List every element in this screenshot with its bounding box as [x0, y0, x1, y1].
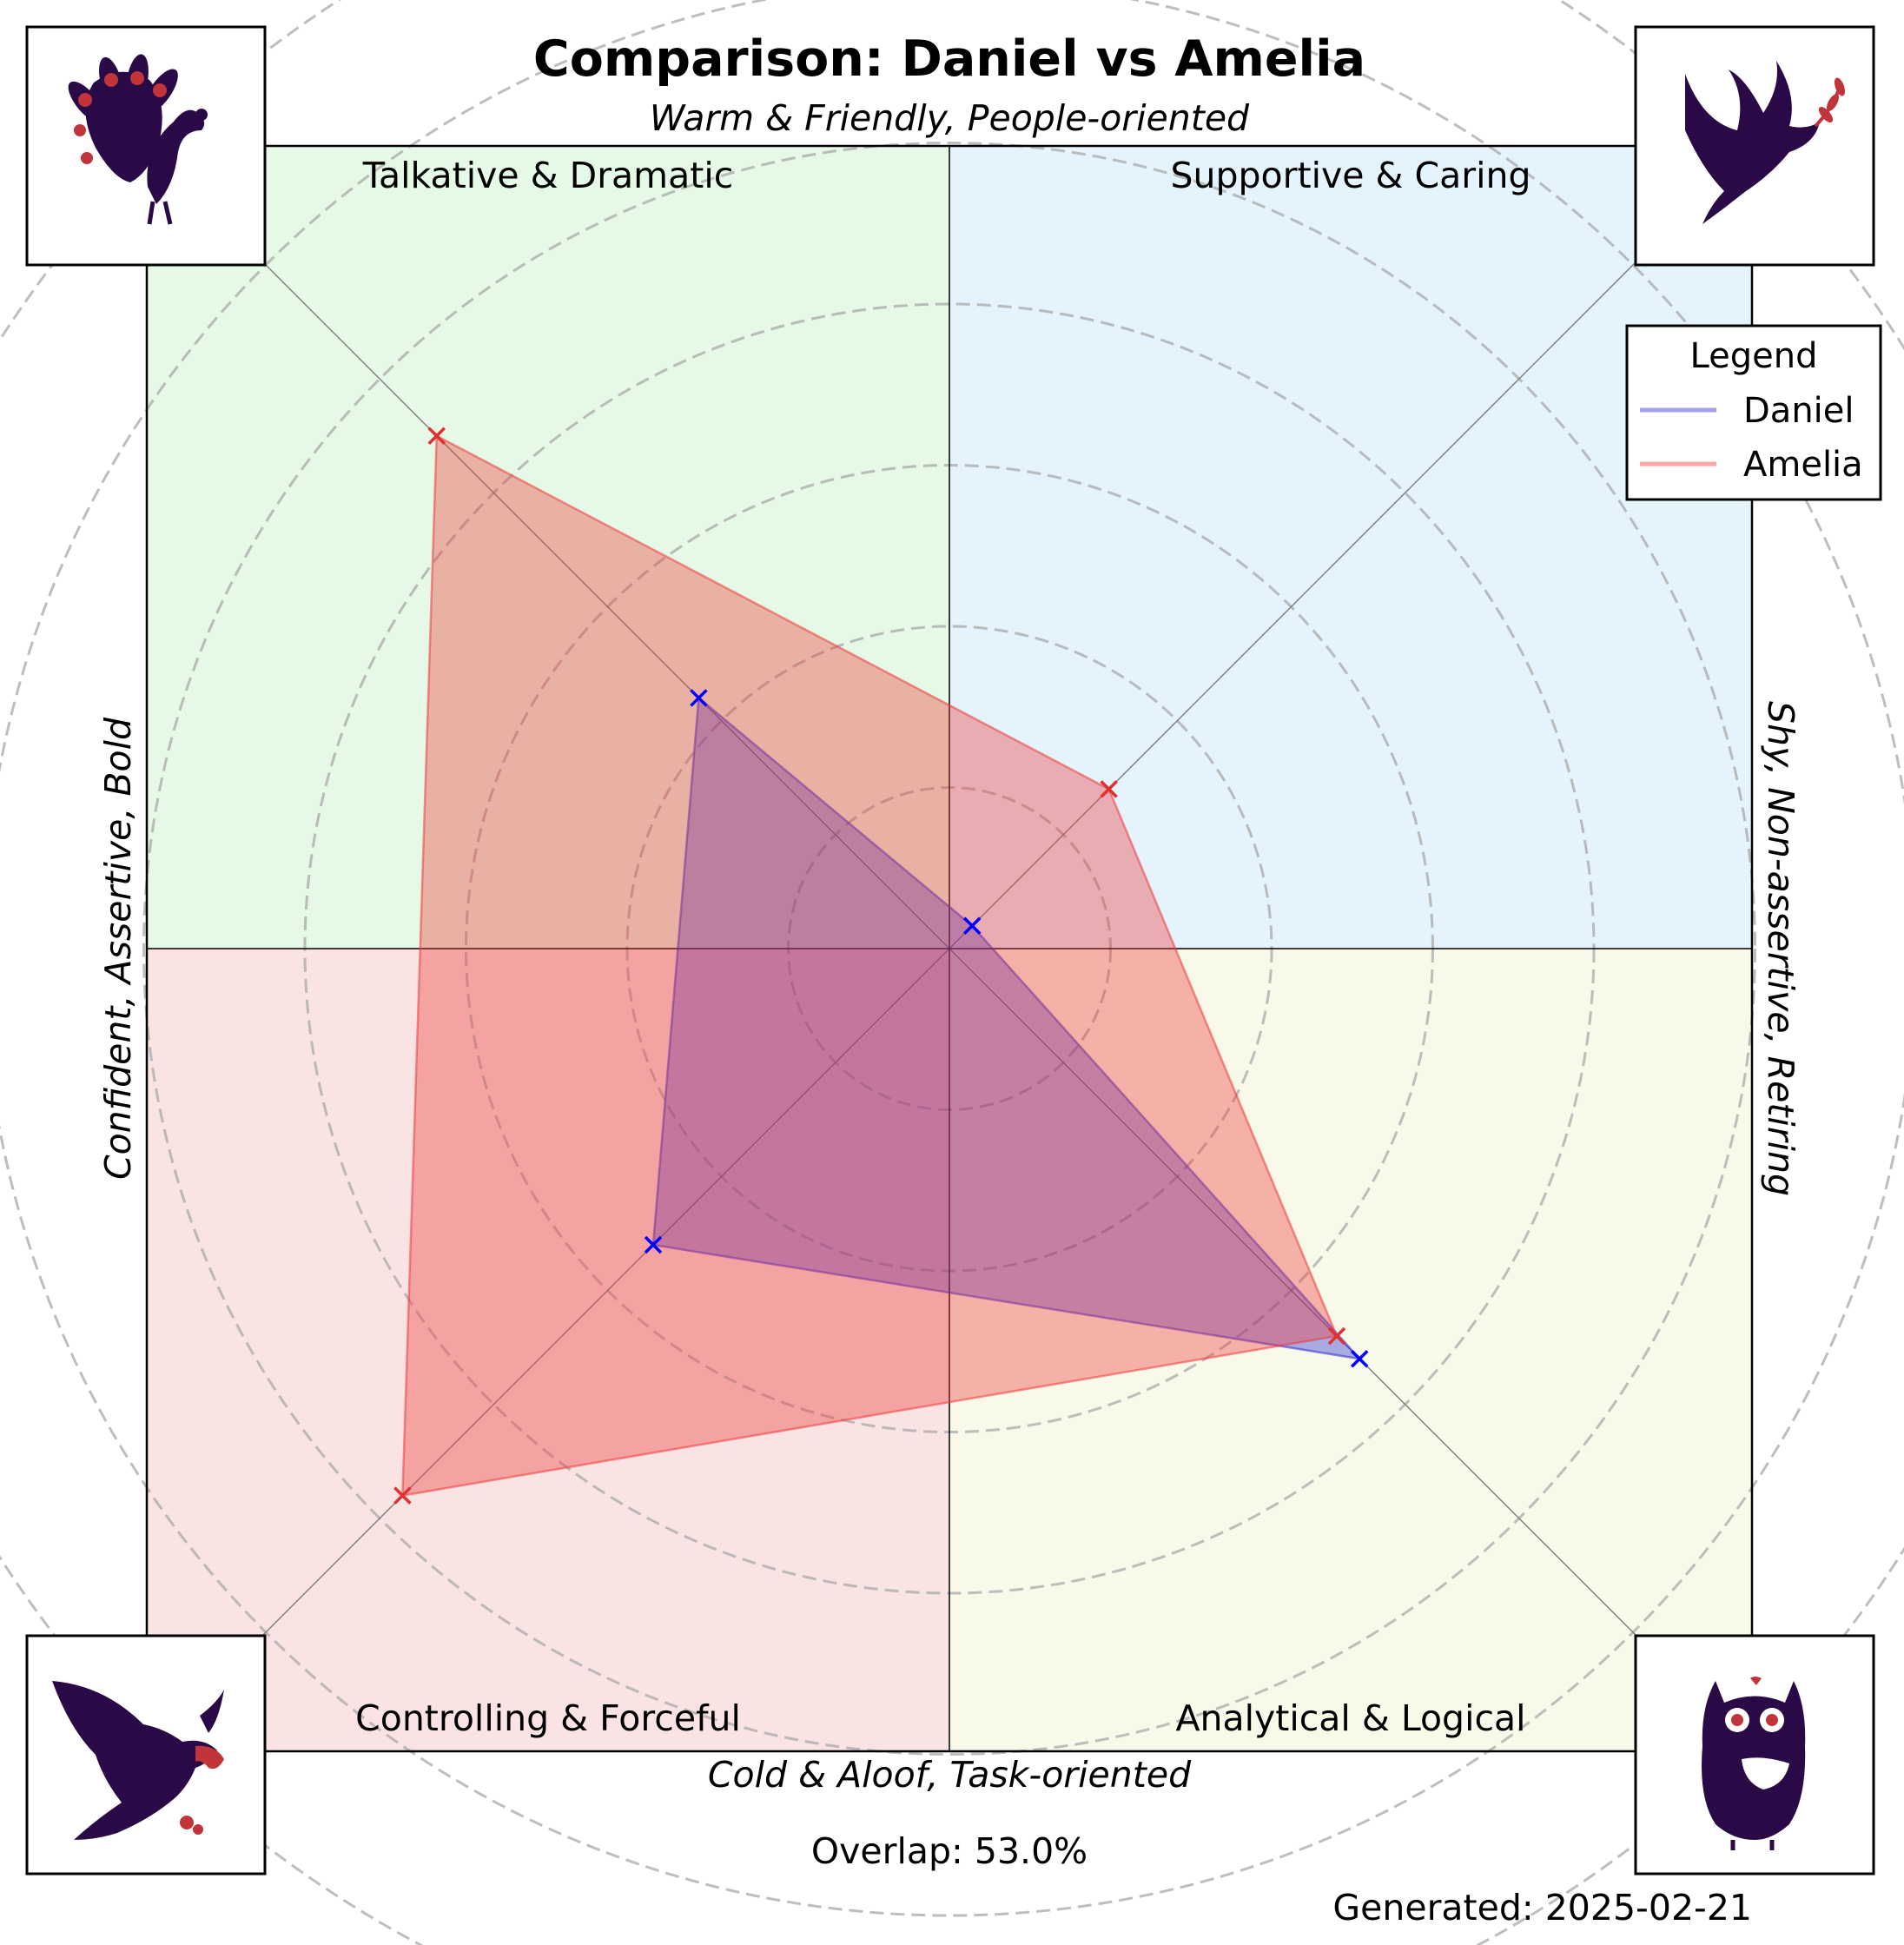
marker-amelia-1: [427, 427, 446, 445]
chart-title: Comparison: Daniel vs Amelia: [533, 30, 1365, 88]
axis-label-bottom: Cold & Aloof, Task-oriented: [708, 1754, 1192, 1796]
quadrant-label-tr: Supportive & Caring: [1170, 155, 1530, 196]
owl-icon: [1634, 1634, 1875, 1876]
quadrant-label-br: Analytical & Logical: [1175, 1697, 1525, 1739]
marker-daniel-0: [962, 916, 982, 936]
series-layer: [393, 427, 1369, 1505]
marker-daniel-3: [1350, 1349, 1369, 1368]
dove-icon: [1634, 25, 1875, 267]
axis-label-top: Warm & Friendly, People-oriented: [650, 97, 1250, 139]
generated-text: Generated: 2025-02-21: [1332, 1887, 1752, 1928]
grid-ring: [142, 142, 1756, 1756]
legend-label-daniel: Daniel: [1743, 391, 1854, 431]
quadrant-label-bl: Controlling & Forceful: [355, 1697, 741, 1739]
marker-amelia-3: [1327, 1326, 1346, 1346]
plot-border: [145, 144, 1754, 1753]
quadrant-label-tl: Talkative & Dramatic: [362, 155, 734, 196]
peacock-icon: [25, 25, 267, 267]
marker-amelia-2: [393, 1486, 412, 1505]
marker-amelia-0: [1100, 780, 1118, 798]
eagle-icon: [25, 1634, 267, 1876]
marker-daniel-1: [690, 689, 708, 707]
marker-daniel-2: [644, 1235, 663, 1254]
overlap-text: Overlap: 53.0%: [811, 1830, 1088, 1872]
legend-label-amelia: Amelia: [1743, 445, 1863, 485]
legend-box: [1625, 324, 1882, 501]
legend: Legend Daniel Amelia: [1625, 324, 1882, 501]
legend-title: Legend: [1690, 336, 1818, 376]
axis-label-right: Shy, Non-assertive, Retiring: [1760, 701, 1802, 1196]
axis-label-left: Confident, Assertive, Bold: [97, 717, 139, 1180]
